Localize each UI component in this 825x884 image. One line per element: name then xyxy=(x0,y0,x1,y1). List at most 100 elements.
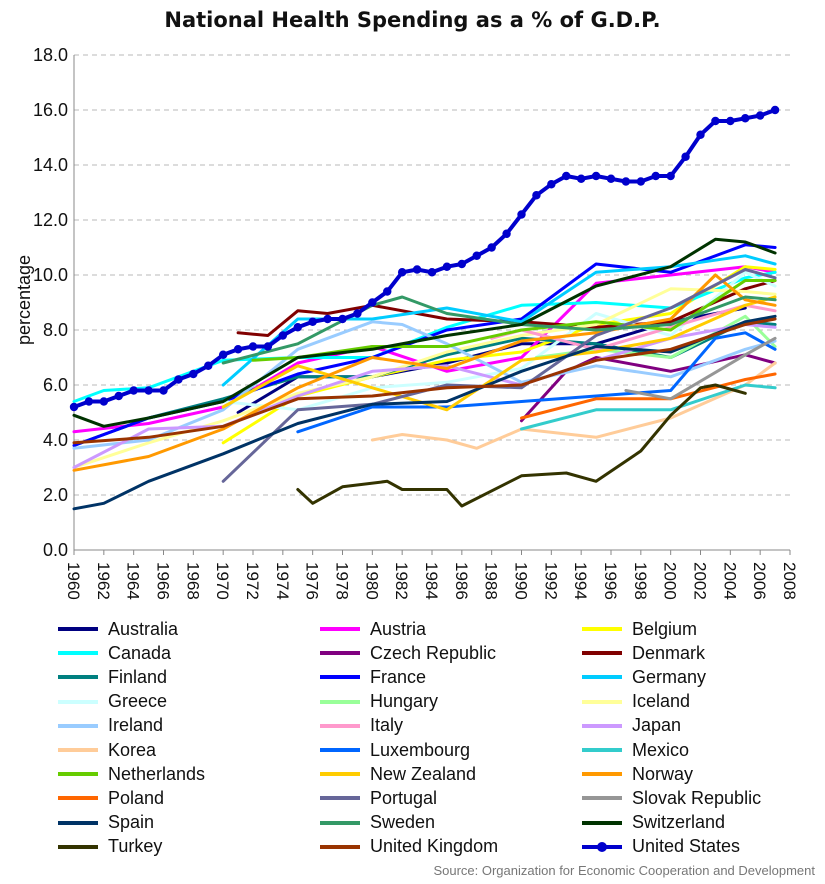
x-tick-label: 1990 xyxy=(512,562,531,600)
x-tick-label: 1988 xyxy=(482,562,501,600)
x-tick-labels: 1960 1962 1964 1966 1968 1970 1972 1974 1976 1978… xyxy=(64,562,799,600)
data-point-united-states xyxy=(248,342,258,351)
legend-swatch xyxy=(58,699,98,704)
data-point-united-states xyxy=(99,397,109,406)
y-tick-label: 12.0 xyxy=(33,210,68,230)
data-point-united-states xyxy=(606,174,616,183)
legend-label: Turkey xyxy=(108,836,163,857)
y-tick-label: 8.0 xyxy=(43,320,68,340)
data-point-united-states xyxy=(159,386,168,395)
series-line-luxembourg xyxy=(296,331,777,434)
y-tick-label: 18.0 xyxy=(33,45,68,65)
data-point-united-states xyxy=(457,259,467,269)
legend-item-finland: Finland xyxy=(58,665,320,689)
data-point-united-states xyxy=(711,116,720,126)
data-point-united-states xyxy=(278,331,288,340)
y-tick-label: 2.0 xyxy=(43,485,68,505)
x-tick-label: 2006 xyxy=(750,562,769,600)
y-tick-label: 16.0 xyxy=(33,100,68,120)
data-point-united-states xyxy=(487,243,496,252)
legend-swatch xyxy=(58,723,98,728)
legend-label: United Kingdom xyxy=(370,836,499,857)
legend-label: Sweden xyxy=(370,812,436,833)
legend-label: Germany xyxy=(632,666,707,687)
data-point-united-states xyxy=(696,130,705,139)
x-tick-label: 1976 xyxy=(303,562,322,600)
data-point-united-states xyxy=(412,265,422,274)
data-point-united-states xyxy=(84,397,94,406)
legend-item-new-zealand: New Zealand xyxy=(320,762,582,786)
series-line-united-kingdom xyxy=(72,317,777,445)
legend-label: Iceland xyxy=(632,691,691,712)
legend-label: Norway xyxy=(632,763,694,784)
series-line-greece xyxy=(221,270,777,412)
legend-swatch xyxy=(320,651,360,656)
data-point-united-states xyxy=(204,361,213,370)
series-line-denmark xyxy=(236,279,777,337)
data-point-united-states xyxy=(263,342,273,351)
legend-label: Finland xyxy=(108,666,168,687)
x-tick-label: 1968 xyxy=(183,562,202,600)
x-tick-label: 1978 xyxy=(333,562,352,600)
legend-swatch xyxy=(58,844,98,849)
legend-item-canada: Canada xyxy=(58,641,320,665)
series-line-sweden xyxy=(221,295,777,365)
data-point-united-states xyxy=(427,268,437,277)
y-tick-label: 10.0 xyxy=(33,265,68,285)
data-point-united-states xyxy=(562,171,571,181)
data-point-united-states xyxy=(368,298,377,307)
legend-swatch xyxy=(582,772,622,777)
data-point-united-states xyxy=(755,111,765,120)
legend-item-mexico: Mexico xyxy=(582,738,798,762)
data-point-united-states xyxy=(338,314,347,324)
legend-item-united-states: United States xyxy=(582,835,798,859)
legend-swatch xyxy=(320,796,360,801)
x-tick-label: 1998 xyxy=(631,562,650,600)
legend-item-luxembourg: Luxembourg xyxy=(320,738,582,762)
data-point-united-states xyxy=(308,317,317,326)
legend-item-ireland: Ireland xyxy=(58,714,320,738)
legend-label: New Zealand xyxy=(370,763,477,784)
legend-label: Poland xyxy=(108,787,165,808)
data-point-united-states xyxy=(397,268,407,277)
data-point-united-states xyxy=(591,171,601,181)
data-point-united-states xyxy=(114,391,123,401)
series-line-slovak-republic xyxy=(624,336,777,401)
x-tick-label: 1964 xyxy=(124,562,143,600)
y-axis-label: percentage xyxy=(14,255,34,345)
legend-swatch xyxy=(58,796,98,801)
legend-item-hungary: Hungary xyxy=(320,690,582,714)
legend-item-france: France xyxy=(320,665,582,689)
legend-swatch xyxy=(582,723,622,728)
legend-swatch xyxy=(320,723,360,728)
series-line-new-zealand xyxy=(221,295,777,412)
x-tick-label: 2004 xyxy=(720,562,739,600)
x-tick-label: 1972 xyxy=(243,562,262,600)
legend-item-belgium: Belgium xyxy=(582,617,798,641)
legend-swatch xyxy=(320,627,360,632)
data-point-united-states xyxy=(726,116,735,126)
legend-label: Belgium xyxy=(632,618,698,639)
data-point-united-states xyxy=(576,174,586,183)
legend-item-switzerland: Switzerland xyxy=(582,811,798,835)
data-point-united-states xyxy=(189,369,198,379)
y-tick-label: 6.0 xyxy=(43,375,68,395)
legend-swatch xyxy=(58,820,98,825)
chart-title: National Health Spending as a % of G.D.P… xyxy=(164,8,661,32)
data-point-united-states xyxy=(666,171,675,181)
legend-item-portugal: Portugal xyxy=(320,786,582,810)
legend-item-spain: Spain xyxy=(58,811,320,835)
legend-swatch xyxy=(58,772,98,777)
y-tick-label: 14.0 xyxy=(33,155,68,175)
legend-item-austria: Austria xyxy=(320,617,582,641)
data-point-united-states xyxy=(353,309,362,318)
legend-swatch xyxy=(320,675,360,680)
data-point-united-states xyxy=(442,262,452,271)
legend-item-poland: Poland xyxy=(58,786,320,810)
source-note: Source: Organization for Economic Cooper… xyxy=(433,863,815,878)
legend-item-germany: Germany xyxy=(582,665,798,689)
legend-label: Czech Republic xyxy=(370,642,497,663)
legend-label: France xyxy=(370,666,427,687)
data-point-united-states xyxy=(472,251,481,260)
